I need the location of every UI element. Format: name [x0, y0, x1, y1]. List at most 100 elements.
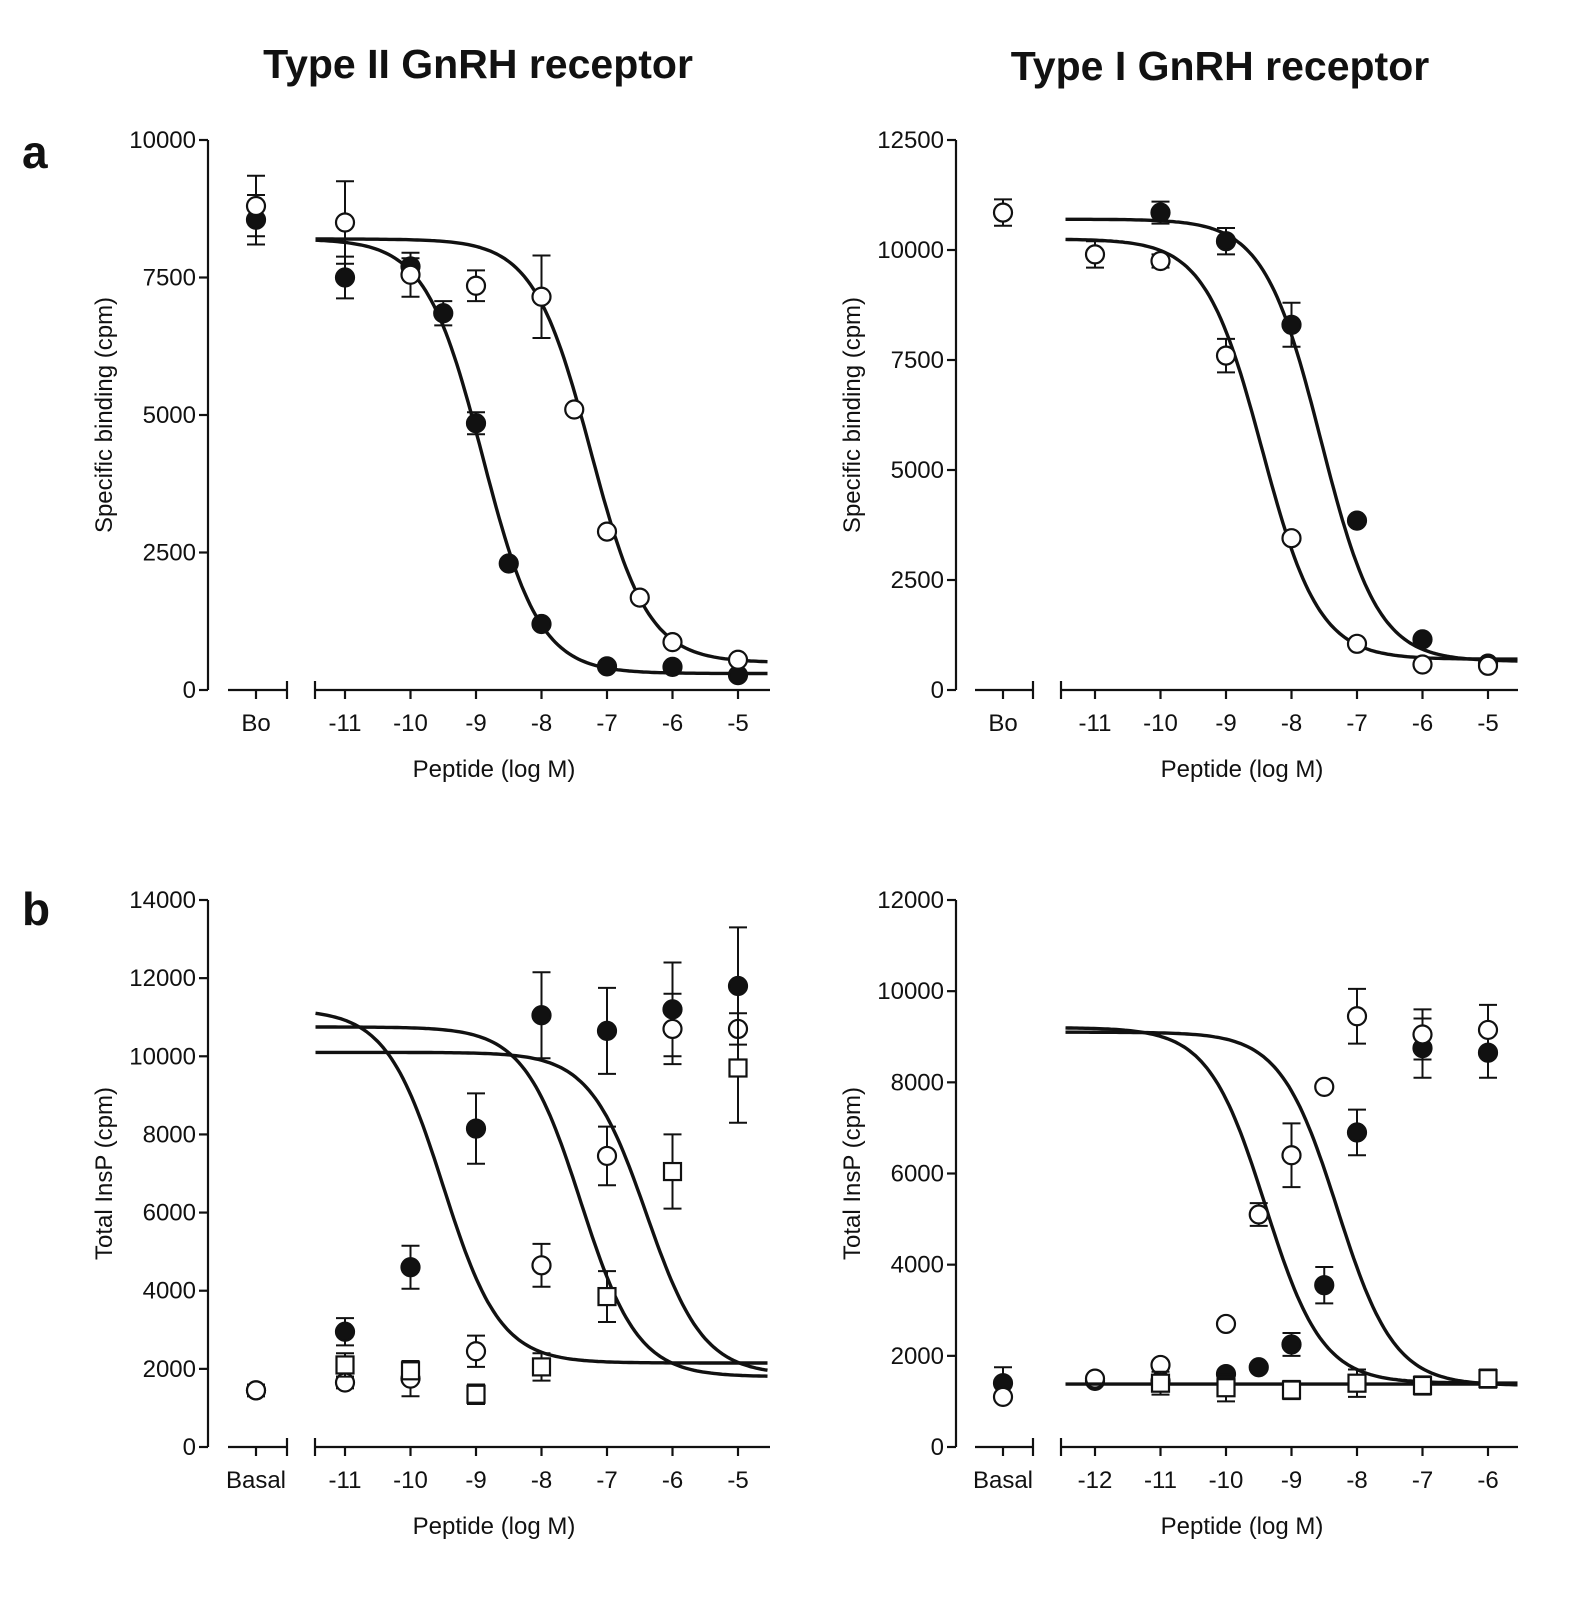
open-square-marker-1	[400, 1361, 421, 1381]
open-square-marker-5	[1478, 1369, 1498, 1389]
x-tick-label: -11	[1079, 710, 1112, 737]
open-square-marker-6	[728, 1058, 748, 1078]
y-tick-label: 12500	[877, 127, 944, 154]
x-tick-label: -9	[1281, 1467, 1302, 1494]
open-square-marker-1	[1216, 1378, 1236, 1398]
filled-circle-fit-curve	[315, 1011, 768, 1365]
open-circle-marker-4	[1346, 633, 1368, 654]
open-circle-marker-4	[596, 1145, 618, 1167]
open-circle-fit-curve	[1065, 237, 1518, 661]
open-square-fit-curve	[315, 1050, 768, 1372]
open-square-marker-0	[1150, 1373, 1171, 1393]
y-axis-label: Specific binding (cpm)	[839, 297, 866, 533]
y-tick-label: 0	[183, 1434, 196, 1461]
open-circle-marker-4	[564, 399, 585, 420]
open-square-marker-4	[597, 1286, 617, 1307]
chart-a-type-ii: 0 2500 5000 7500 10000 Bo -11 -10 -9 -8 -7 -6 -5 Pept…	[91, 127, 770, 783]
y-tick-label: 6000	[891, 1161, 944, 1188]
open-circle-marker-3	[1281, 528, 1302, 549]
y-tick-label: 5000	[143, 402, 196, 429]
y-tick-label: 2500	[891, 567, 944, 594]
x-tick-label: -11	[329, 710, 362, 737]
y-tick-label: 10000	[129, 1043, 196, 1070]
x-axis-label: Peptide (log M)	[1161, 1513, 1324, 1540]
x-tick-label: -10	[393, 710, 428, 737]
filled-circle-marker-2	[433, 303, 454, 324]
open-circle-marker-5	[1314, 1076, 1335, 1097]
y-tick-label: 6000	[143, 1200, 196, 1227]
baseline-tick-label: Basal	[226, 1467, 286, 1494]
x-tick-label: -11	[329, 1467, 362, 1494]
open-circle-marker-2	[465, 275, 487, 296]
filled-circle-marker-0	[334, 267, 356, 288]
open-circle-marker-8	[1477, 1019, 1499, 1041]
y-tick-label: 0	[183, 677, 196, 704]
filled-circle-marker-5	[1314, 1275, 1335, 1296]
x-tick-label: -8	[531, 1467, 552, 1494]
y-tick-label: 7500	[143, 265, 196, 292]
open-circle-marker-7	[1412, 1024, 1433, 1045]
x-tick-label: -9	[1215, 710, 1236, 737]
open-circle-marker-1	[1150, 250, 1171, 272]
open-circle-marker-3	[531, 1255, 552, 1276]
open-circle-marker-5	[662, 1018, 683, 1040]
open-circle-marker-2	[1215, 345, 1237, 366]
y-tick-label: 5000	[891, 457, 944, 484]
open-circle-marker-5	[1412, 654, 1433, 675]
y-tick-label: 10000	[877, 237, 944, 264]
open-circle-marker-0	[334, 212, 356, 233]
y-tick-label: 4000	[891, 1252, 944, 1279]
filled-circle-marker-1	[400, 1257, 421, 1278]
open-circle-marker-3	[1248, 1204, 1269, 1225]
open-square-marker-3	[1347, 1373, 1367, 1393]
filled-circle-marker-2	[465, 1118, 487, 1139]
filled-circle-fit-curve	[1065, 1030, 1518, 1387]
y-axis-label: Total InsP (cpm)	[839, 1087, 866, 1260]
x-tick-label: -5	[727, 1467, 748, 1494]
filled-circle-marker-3	[1248, 1357, 1269, 1378]
open-square-marker-3	[531, 1357, 552, 1377]
open-circle-marker-baseline	[245, 195, 267, 217]
x-tick-label: -5	[727, 710, 748, 737]
x-tick-label: -9	[465, 710, 486, 737]
y-tick-label: 8000	[891, 1069, 944, 1096]
open-circle-marker-8	[727, 649, 749, 670]
x-tick-label: -6	[662, 710, 683, 737]
filled-circle-marker-4	[596, 1020, 618, 1041]
filled-circle-marker-6	[596, 656, 618, 677]
x-tick-label: -8	[1281, 710, 1302, 737]
open-circle-marker-6	[629, 587, 650, 608]
open-square-marker-5	[662, 1161, 683, 1182]
x-tick-label: -11	[1144, 1467, 1177, 1494]
filled-circle-marker-2	[1281, 314, 1302, 335]
open-circle-marker-7	[662, 632, 683, 653]
x-tick-label: -8	[531, 710, 552, 737]
baseline-tick-label: Bo	[241, 710, 270, 737]
x-tick-label: -7	[1412, 1467, 1433, 1494]
y-tick-label: 0	[931, 677, 944, 704]
y-tick-label: 8000	[143, 1121, 196, 1148]
y-tick-label: 12000	[129, 965, 196, 992]
x-tick-label: -6	[662, 1467, 683, 1494]
x-tick-label: -7	[1346, 710, 1367, 737]
filled-circle-marker-0	[334, 1321, 356, 1342]
open-circle-marker-baseline	[992, 202, 1014, 223]
filled-circle-fit-curve	[1065, 217, 1518, 663]
y-tick-label: 2000	[891, 1343, 944, 1370]
open-circle-marker-6	[1477, 655, 1499, 676]
filled-circle-marker-4	[1412, 629, 1433, 650]
x-tick-label: -10	[1143, 710, 1178, 737]
x-axis-label: Peptide (log M)	[413, 1513, 576, 1540]
y-tick-label: 4000	[143, 1278, 196, 1305]
open-circle-marker-baseline	[245, 1380, 267, 1401]
chart-b-type-i: 0 2000 4000 6000 8000 10000 12000 Basal -12 -11 -1…	[839, 887, 1518, 1540]
open-circle-marker-6	[1346, 1006, 1368, 1027]
open-circle-marker-0	[1084, 244, 1106, 265]
y-tick-label: 10000	[877, 978, 944, 1005]
x-tick-label: -5	[1477, 710, 1498, 737]
open-circle-marker-5	[596, 521, 618, 542]
x-tick-label: -8	[1346, 1467, 1367, 1494]
y-tick-label: 2500	[143, 540, 196, 567]
filled-circle-marker-6	[727, 975, 749, 997]
